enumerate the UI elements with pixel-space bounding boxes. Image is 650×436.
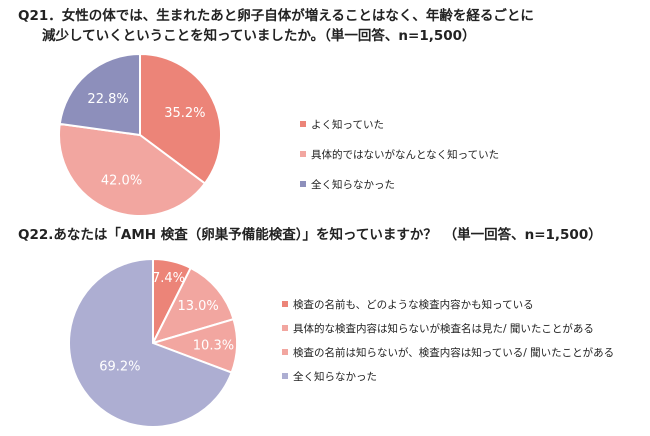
q21-slice-0 bbox=[139, 52, 223, 185]
q22-question-title: Q22.あなたは「AMH 検査（卵巣予備能検査）」を知っていますか？ （単一回答… bbox=[18, 227, 602, 243]
q21-legend-item-2: 全く知らなかった bbox=[300, 177, 499, 191]
q22-slice-3 bbox=[68, 257, 233, 428]
q22-legend-label-0: 検査の名前も、どのような検査内容かも知っている bbox=[293, 298, 534, 311]
q22-legend-swatch-1 bbox=[282, 325, 288, 331]
q21-legend-item-1: 具体的ではないがなんとなく知っていた bbox=[300, 147, 499, 161]
q22-legend-item-1: 具体的な検査内容は知らないが検査名は見た/ 聞いたことがある bbox=[282, 321, 614, 335]
q21-slice-1 bbox=[58, 122, 207, 217]
q21-title-line2: 減少していくということを知っていましたか。（単一回答、n=1,500） bbox=[42, 28, 476, 44]
q22-legend-label-3: 全く知らなかった bbox=[293, 370, 377, 383]
q21-slice-2 bbox=[58, 52, 141, 137]
q21-legend-swatch-0 bbox=[300, 121, 306, 127]
q21-legend-label-1: 具体的ではないがなんとなく知っていた bbox=[311, 148, 500, 161]
q22-pie-chart: 7.4% 13.0% 10.3% 69.2% bbox=[68, 257, 238, 428]
q22-legend: 検査の名前も、どのような検査内容かも知っている具体的な検査内容は知らないが検査名… bbox=[282, 297, 614, 393]
q21-question-title: Q21．女性の体では、生まれたあと卵子自体が増えることはなく、年齢を経るごとに … bbox=[18, 6, 534, 46]
q22-slice-label-0: 7.4% bbox=[152, 271, 185, 286]
q21-slice-label-2: 22.8% bbox=[87, 92, 128, 107]
q22-legend-item-3: 全く知らなかった bbox=[282, 369, 614, 383]
q22-slice-label-1: 13.0% bbox=[177, 299, 218, 314]
q22-legend-swatch-0 bbox=[282, 301, 288, 307]
q21-legend-swatch-1 bbox=[300, 151, 306, 157]
q22-legend-item-0: 検査の名前も、どのような検査内容かも知っている bbox=[282, 297, 614, 311]
q21-legend-label-2: 全く知らなかった bbox=[311, 178, 395, 191]
q22-legend-swatch-2 bbox=[282, 349, 288, 355]
q22-slice-label-3: 69.2% bbox=[99, 359, 140, 374]
q21-pie-chart: 35.2% 42.0% 22.8% bbox=[58, 52, 223, 217]
q21-slice-label-0: 35.2% bbox=[164, 106, 205, 121]
q22-legend-label-1: 具体的な検査内容は知らないが検査名は見た/ 聞いたことがある bbox=[293, 322, 594, 335]
q22-legend-swatch-3 bbox=[282, 373, 288, 379]
q21-legend-item-0: よく知っていた bbox=[300, 117, 499, 131]
q21-title-line1: Q21．女性の体では、生まれたあと卵子自体が増えることはなく、年齢を経るごとに bbox=[18, 8, 534, 24]
q22-legend-item-2: 検査の名前は知らないが、検査内容は知っている/ 聞いたことがある bbox=[282, 345, 614, 359]
q21-legend: よく知っていた具体的ではないがなんとなく知っていた 全く知らなかった bbox=[300, 117, 499, 207]
q22-legend-label-2: 検査の名前は知らないが、検査内容は知っている/ 聞いたことがある bbox=[293, 346, 615, 359]
q22-slice-label-2: 10.3% bbox=[193, 339, 234, 354]
q21-legend-swatch-2 bbox=[300, 181, 306, 187]
q21-legend-label-0: よく知っていた bbox=[311, 118, 384, 131]
q21-slice-label-1: 42.0% bbox=[101, 173, 142, 188]
